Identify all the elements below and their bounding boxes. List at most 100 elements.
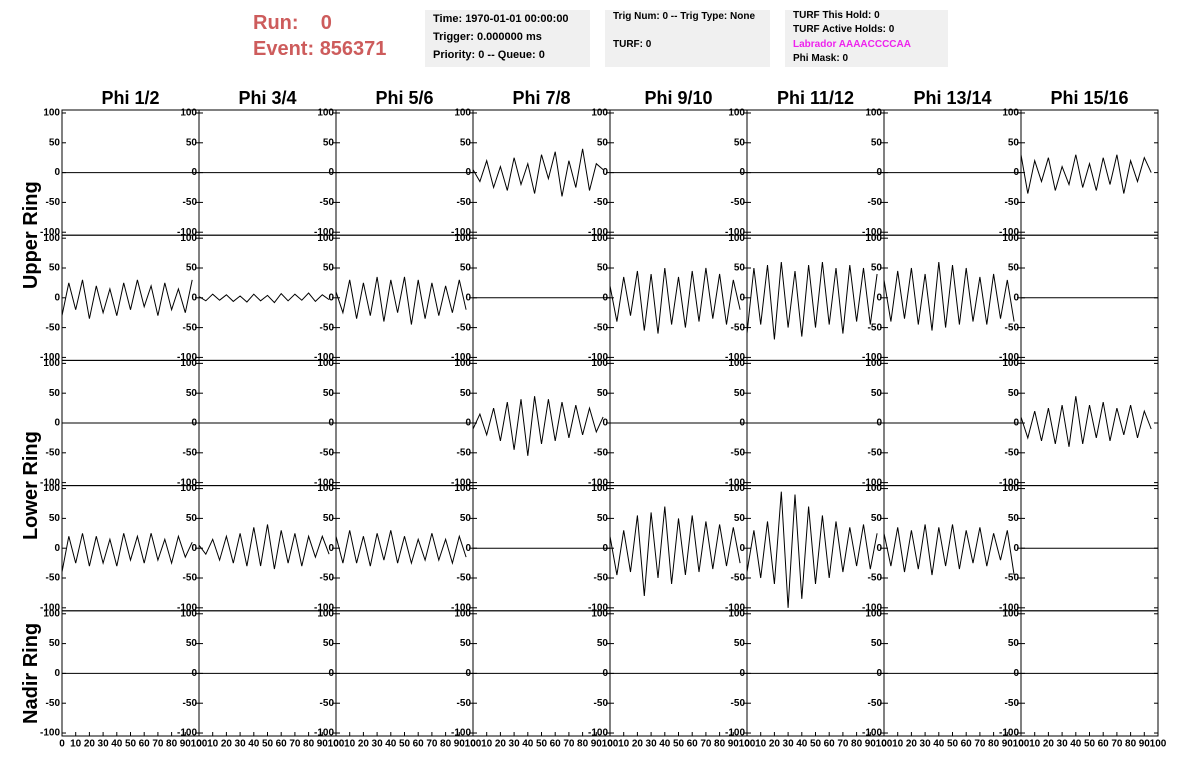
y-tick-label: 0: [191, 668, 197, 679]
y-tick-label: 100: [43, 608, 60, 619]
y-tick-label: -100: [999, 602, 1019, 613]
info-line: Priority: 0 -- Queue: 0: [433, 49, 545, 61]
x-tick-label: 0: [744, 739, 750, 750]
y-tick-label: 50: [186, 137, 198, 148]
panel-frame: [883, 234, 1022, 361]
y-tick-label: -100: [588, 728, 608, 739]
x-tick-label: 50: [1084, 739, 1096, 750]
y-tick-label: 0: [876, 668, 882, 679]
x-tick-label: 30: [783, 739, 795, 750]
ring-label: Lower Ring: [20, 431, 42, 540]
y-tick-label: 0: [1013, 668, 1019, 679]
waveform: [335, 276, 467, 325]
x-tick-label: 50: [673, 739, 685, 750]
panel-frame: [61, 234, 200, 361]
y-tick-label: -50: [457, 197, 472, 208]
y-tick-label: 0: [328, 543, 334, 554]
x-tick-label: 100: [328, 739, 345, 750]
y-tick-label: 50: [49, 638, 61, 649]
y-tick-label: 50: [734, 513, 746, 524]
y-tick-label: 100: [1002, 233, 1019, 244]
y-tick-label: 50: [734, 638, 746, 649]
y-tick-label: 100: [728, 108, 745, 119]
x-tick-label: 100: [465, 739, 482, 750]
ring-label: Nadir Ring: [20, 623, 42, 724]
x-tick-label: 0: [1018, 739, 1024, 750]
y-tick-label: 0: [602, 668, 608, 679]
y-tick-label: -50: [731, 322, 746, 333]
x-tick-label: 20: [221, 739, 233, 750]
x-tick-label: 60: [276, 739, 288, 750]
y-tick-label: 100: [180, 608, 197, 619]
x-tick-label: 100: [739, 739, 756, 750]
y-tick-label: -50: [731, 573, 746, 584]
y-tick-label: 0: [54, 292, 60, 303]
x-tick-label: 90: [317, 739, 329, 750]
y-tick-label: 50: [597, 388, 609, 399]
x-tick-label: 70: [1111, 739, 1123, 750]
y-tick-label: 100: [865, 358, 882, 369]
y-tick-label: 100: [317, 608, 334, 619]
y-tick-label: -50: [320, 197, 335, 208]
y-tick-label: 50: [323, 137, 335, 148]
x-tick-label: 90: [1002, 739, 1014, 750]
column-header: Phi 5/6: [375, 88, 433, 108]
x-tick-label: 100: [876, 739, 893, 750]
x-tick-label: 10: [892, 739, 904, 750]
x-tick-label: 0: [607, 739, 613, 750]
y-tick-label: 0: [54, 167, 60, 178]
y-tick-label: 0: [1013, 292, 1019, 303]
y-tick-label: 100: [317, 483, 334, 494]
x-tick-label: 0: [196, 739, 202, 750]
y-tick-label: 100: [728, 233, 745, 244]
info-line: Trigger: 0.000000 ms: [433, 31, 542, 43]
x-tick-label: 30: [1057, 739, 1069, 750]
waveform: [883, 524, 1015, 576]
y-tick-label: -100: [862, 602, 882, 613]
y-tick-label: -100: [725, 602, 745, 613]
y-tick-label: -100: [588, 602, 608, 613]
turf-box: TURF This Hold: 0 TURF Active Holds: 0 L…: [785, 10, 948, 67]
info-line: Phi Mask: 0: [793, 53, 849, 64]
x-tick-label: 50: [810, 739, 822, 750]
info-line: Time: 1970-01-01 00:00:00: [433, 13, 569, 25]
x-tick-label: 50: [536, 739, 548, 750]
y-tick-label: 50: [1008, 137, 1020, 148]
column-header: Phi 15/16: [1050, 88, 1128, 108]
y-tick-label: 50: [1008, 513, 1020, 524]
panel-frame: [335, 234, 474, 361]
panel-frame: [472, 359, 611, 487]
x-tick-label: 60: [550, 739, 562, 750]
x-tick-label: 60: [824, 739, 836, 750]
x-tick-label: 30: [920, 739, 932, 750]
y-tick-label: 50: [49, 513, 61, 524]
column-header: Phi 3/4: [238, 88, 296, 108]
y-tick-label: -100: [862, 477, 882, 488]
y-tick-label: -100: [451, 728, 471, 739]
x-tick-label: 30: [235, 739, 247, 750]
x-tick-label: 30: [646, 739, 658, 750]
y-tick-label: 0: [328, 418, 334, 429]
x-tick-label: 90: [728, 739, 740, 750]
panel-frame: [883, 485, 1022, 612]
waveform: [746, 491, 878, 608]
y-tick-label: -50: [868, 447, 883, 458]
y-tick-label: -100: [725, 227, 745, 238]
x-tick-label: 60: [413, 739, 425, 750]
y-tick-label: 50: [871, 638, 883, 649]
y-tick-label: 0: [54, 668, 60, 679]
x-tick-label: 70: [289, 739, 301, 750]
info-line: TURF This Hold: 0: [793, 10, 880, 21]
waveform: [198, 292, 330, 304]
y-tick-label: 100: [180, 108, 197, 119]
y-tick-label: 50: [597, 137, 609, 148]
y-tick-label: -100: [314, 227, 334, 238]
y-tick-label: 100: [1002, 608, 1019, 619]
y-tick-label: 50: [871, 388, 883, 399]
y-tick-label: 50: [1008, 638, 1020, 649]
x-tick-label: 80: [577, 739, 589, 750]
y-tick-label: 100: [591, 233, 608, 244]
y-tick-label: 100: [180, 233, 197, 244]
x-tick-label: 40: [933, 739, 945, 750]
